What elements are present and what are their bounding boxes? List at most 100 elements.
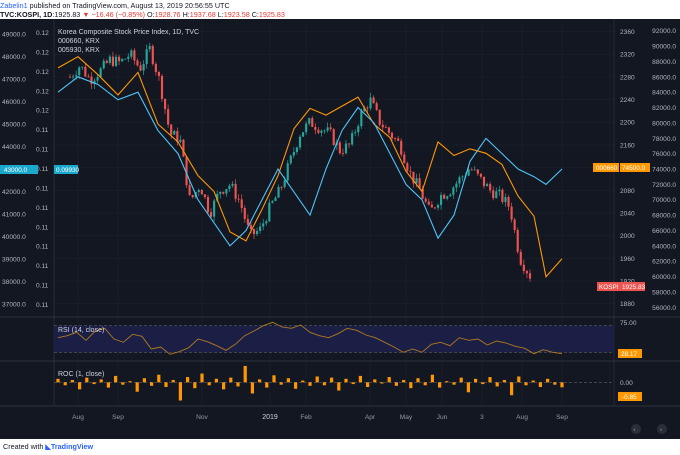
- right-axis-kospi-tick: 2040: [620, 210, 635, 217]
- left-axis-b-tick: 0.11: [36, 283, 49, 290]
- candle-body: [99, 68, 102, 78]
- roc-bar: [178, 382, 182, 401]
- candle-body: [341, 153, 345, 154]
- candle-body: [292, 151, 295, 156]
- roc-bar: [394, 382, 398, 386]
- roc-bar: [207, 382, 211, 386]
- left-axis-a-tick: 40000.0: [2, 234, 26, 241]
- candle-body: [473, 169, 476, 171]
- candle-body: [311, 118, 314, 127]
- candle-body: [528, 273, 532, 279]
- roc-bar: [373, 379, 377, 383]
- chart-background: [0, 19, 680, 439]
- roc-bar: [466, 382, 470, 393]
- series-000660-line: [57, 56, 563, 278]
- roc-bar: [272, 375, 276, 383]
- series-000660-tag: 000660: [596, 165, 618, 172]
- chart-canvas[interactable]: 49000.0 48000.0 47000.0 46000.0 45000.0 44000…: [0, 19, 680, 439]
- right-axis-b-tick: 84000.0: [652, 90, 676, 97]
- symbol-line: TVC:KOSPI, 1D:1925.83 ▼ −16.46 (−0.85%) …: [0, 10, 285, 19]
- candle-body: [295, 147, 299, 152]
- right-axis-b-tag: 74500.0: [622, 165, 646, 172]
- last-price: 1925.83: [54, 10, 81, 19]
- candle-body: [455, 183, 458, 188]
- right-axis-kospi-tick: 2240: [620, 97, 635, 104]
- candle-body: [298, 136, 302, 148]
- right-axis-b-tick: 90000.0: [652, 44, 676, 51]
- candle-body: [142, 64, 145, 71]
- candle-body: [507, 197, 510, 207]
- candle-body: [197, 189, 200, 192]
- candle-body: [317, 129, 320, 133]
- candle-body: [446, 196, 449, 199]
- roc-bar: [265, 382, 269, 388]
- left-axis-b-tag: 0.09930: [56, 167, 80, 174]
- roc-bar: [474, 378, 478, 383]
- candle-body: [378, 109, 381, 125]
- left-axis-a-tick: 39000.0: [2, 256, 26, 263]
- left-axis-a-tick: 38000.0: [2, 279, 26, 286]
- candle-body: [476, 169, 479, 174]
- roc-bar: [63, 382, 67, 386]
- roc-bar: [250, 382, 254, 394]
- candle-body: [485, 184, 489, 187]
- right-axis-b-tick: 92000.0: [652, 28, 676, 35]
- candle-body: [277, 187, 280, 198]
- candle-body: [203, 194, 207, 198]
- candle-body: [501, 189, 504, 203]
- roc-bar: [380, 382, 384, 384]
- roc-bar: [553, 382, 557, 385]
- roc-tag: -0.85: [622, 394, 637, 401]
- candle-body: [274, 197, 277, 201]
- candle-body: [148, 45, 151, 50]
- candle-body: [231, 183, 234, 186]
- x-axis-tick: Sep: [556, 414, 568, 421]
- candle-body: [338, 142, 341, 154]
- left-axis-b-tick: 0.11: [36, 166, 49, 173]
- candle-body: [246, 218, 249, 225]
- candle-body: [513, 219, 516, 230]
- scroll-left-button[interactable]: ‹: [631, 424, 641, 434]
- author-link[interactable]: Zabelin1: [0, 1, 28, 10]
- roc-bar: [99, 379, 103, 383]
- x-axis-tick: May: [400, 414, 413, 421]
- candle-body: [301, 132, 305, 137]
- roc-bar: [114, 375, 118, 383]
- roc-bar: [85, 377, 89, 383]
- roc-bar: [430, 374, 434, 383]
- close-value: 1925.83: [258, 10, 285, 19]
- legend-000660: 000660, KRX: [58, 38, 100, 45]
- right-axis-b-tick: 62000.0: [652, 259, 676, 266]
- candle-body: [384, 127, 387, 129]
- candle-body: [130, 50, 133, 57]
- candle-body: [117, 56, 121, 62]
- candle-body: [216, 193, 219, 201]
- roc-bar: [186, 377, 190, 383]
- roc-bar: [459, 377, 463, 383]
- left-axis-b-tick: 0.12: [36, 49, 49, 56]
- candle-body: [262, 223, 265, 227]
- candle-body: [84, 66, 87, 77]
- candle-body: [124, 58, 127, 60]
- candle-body: [522, 264, 525, 272]
- left-axis-b-tick: 0.12: [36, 108, 49, 115]
- roc-bar: [128, 381, 132, 383]
- roc-bar: [135, 382, 139, 392]
- candle-body: [237, 198, 240, 200]
- roc-bar: [423, 382, 427, 386]
- roc-bar: [78, 382, 82, 390]
- roc-bar: [387, 377, 391, 383]
- candle-body: [133, 50, 136, 61]
- x-axis-tick: Nov: [196, 414, 208, 421]
- right-axis-kospi-tick: 1880: [620, 301, 635, 308]
- footer-brand[interactable]: TradingView: [50, 442, 94, 451]
- rsi-tag-bg: [618, 349, 642, 358]
- roc-bar: [301, 380, 305, 383]
- roc-bar: [294, 382, 298, 389]
- roc-bar: [438, 382, 442, 388]
- candle-body: [409, 170, 412, 172]
- scroll-right-button[interactable]: ›: [657, 424, 667, 434]
- publish-info: published on TradingView.com, August 13,…: [29, 1, 230, 10]
- footer-text: Created with: [3, 442, 44, 451]
- left-axis-a-tick: 45000.0: [2, 122, 26, 129]
